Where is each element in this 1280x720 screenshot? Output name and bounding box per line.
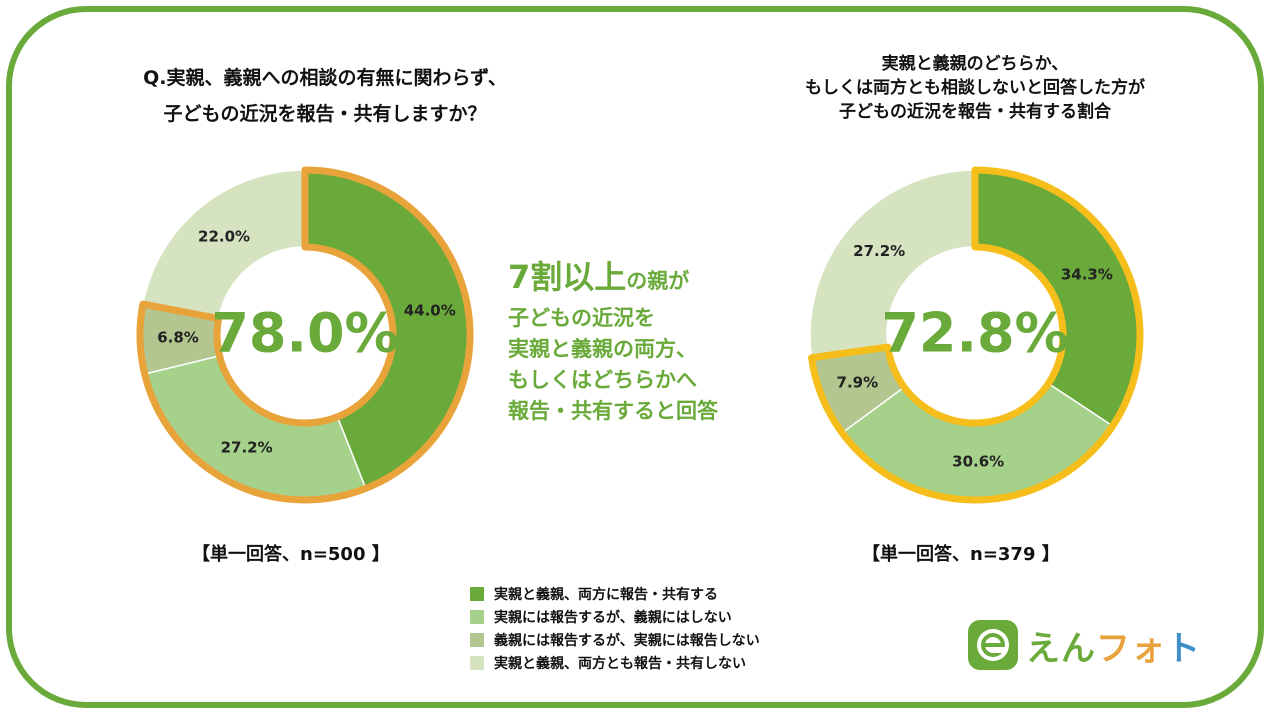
left-donut-chart: 44.0% 27.2% 6.8% 22.0% 78.0% xyxy=(136,166,474,504)
legend-item: 実親と義親、両方に報告・共有する xyxy=(470,582,760,605)
slice-label: 27.2% xyxy=(853,242,905,260)
slice-label: 6.8% xyxy=(157,329,199,347)
slice-label: 34.3% xyxy=(1061,265,1113,283)
legend-label: 義親には報告するが、実親には報告しない xyxy=(494,632,760,649)
summary-head-suffix: の親が xyxy=(626,269,690,293)
left-title-line-2: 子どもの近況を報告・共有しますか？ xyxy=(163,103,487,125)
right-title-line-1: 実親と義親のどちらか、 xyxy=(881,54,1069,74)
summary-line-2: 実親と義親の両方、 xyxy=(508,337,697,361)
outer-frame xyxy=(6,6,1264,708)
legend-item: 義親には報告するが、実親には報告しない xyxy=(470,628,760,651)
center-percentage: 72.8% xyxy=(881,302,1068,365)
slice-label: 44.0% xyxy=(404,302,456,320)
right-title-line-3: 子どもの近況を報告・共有する割合 xyxy=(839,102,1111,122)
chart-legend: 実親と義親、両方に報告・共有する 実親には報告するが、義親にはしない 義親には報… xyxy=(470,582,760,674)
center-percentage: 78.0% xyxy=(211,302,398,365)
donut-slice xyxy=(143,354,367,501)
highlight-outline xyxy=(808,166,1144,504)
summary-callout: 7割以上の親が 子どもの近況を 実親と義親の両方、 もしくはどちらかへ 報告・共… xyxy=(508,255,798,427)
left-sample-note: 【単一回答、n=500 】 xyxy=(192,544,390,565)
right-chart-title: 実親と義親のどちらか、 もしくは両方とも相談しないと回答した方が 子どもの近況を… xyxy=(760,52,1190,124)
logo-char: え xyxy=(1026,628,1061,669)
enphoto-logo: えんフォト xyxy=(968,620,1201,670)
donut-slice xyxy=(142,169,306,320)
slice-label: 7.9% xyxy=(837,373,879,391)
legend-label: 実親と義親、両方に報告・共有する xyxy=(494,586,718,603)
highlight-outline xyxy=(136,166,474,504)
logo-wordmark: えんフォト xyxy=(1026,621,1201,670)
legend-swatch xyxy=(470,586,484,601)
left-chart-title: Q.実親、義親への相談の有無に関わらず、 子どもの近況を報告・共有しますか？ xyxy=(60,60,590,132)
legend-item: 実親には報告するが、義親にはしない xyxy=(470,605,760,628)
right-sample-note: 【単一回答、n=379 】 xyxy=(862,544,1060,565)
left-title-line-1: Q.実親、義親への相談の有無に関わらず、 xyxy=(143,67,507,89)
summary-line-1: 子どもの近況を xyxy=(508,306,655,330)
e-photo-logo-icon xyxy=(968,620,1018,670)
logo-char: ト xyxy=(1166,628,1201,669)
legend-item: 実親と義親、両方とも報告・共有しない xyxy=(470,651,760,674)
summary-head-strong: 7割以上 xyxy=(508,258,627,296)
logo-char: フ xyxy=(1096,628,1131,669)
legend-label: 実親には報告するが、義親にはしない xyxy=(494,609,732,626)
donut-slice xyxy=(809,169,976,359)
logo-char: ォ xyxy=(1131,628,1166,669)
slice-label: 30.6% xyxy=(952,452,1004,470)
slice-label: 22.0% xyxy=(198,228,250,246)
summary-headline: 7割以上の親が xyxy=(508,255,798,303)
legend-swatch xyxy=(470,609,484,624)
legend-swatch xyxy=(470,655,484,670)
slice-label: 27.2% xyxy=(221,438,273,456)
legend-swatch xyxy=(470,632,484,647)
right-title-line-2: もしくは両方とも相談しないと回答した方が xyxy=(805,78,1145,98)
summary-line-3: もしくはどちらかへ xyxy=(508,368,697,392)
legend-label: 実親と義親、両方とも報告・共有しない xyxy=(494,655,746,672)
summary-line-4: 報告・共有すると回答 xyxy=(508,399,718,423)
logo-char: ん xyxy=(1061,628,1096,669)
right-donut-chart: 34.3% 30.6% 7.9% 27.2% 72.8% xyxy=(808,166,1144,504)
